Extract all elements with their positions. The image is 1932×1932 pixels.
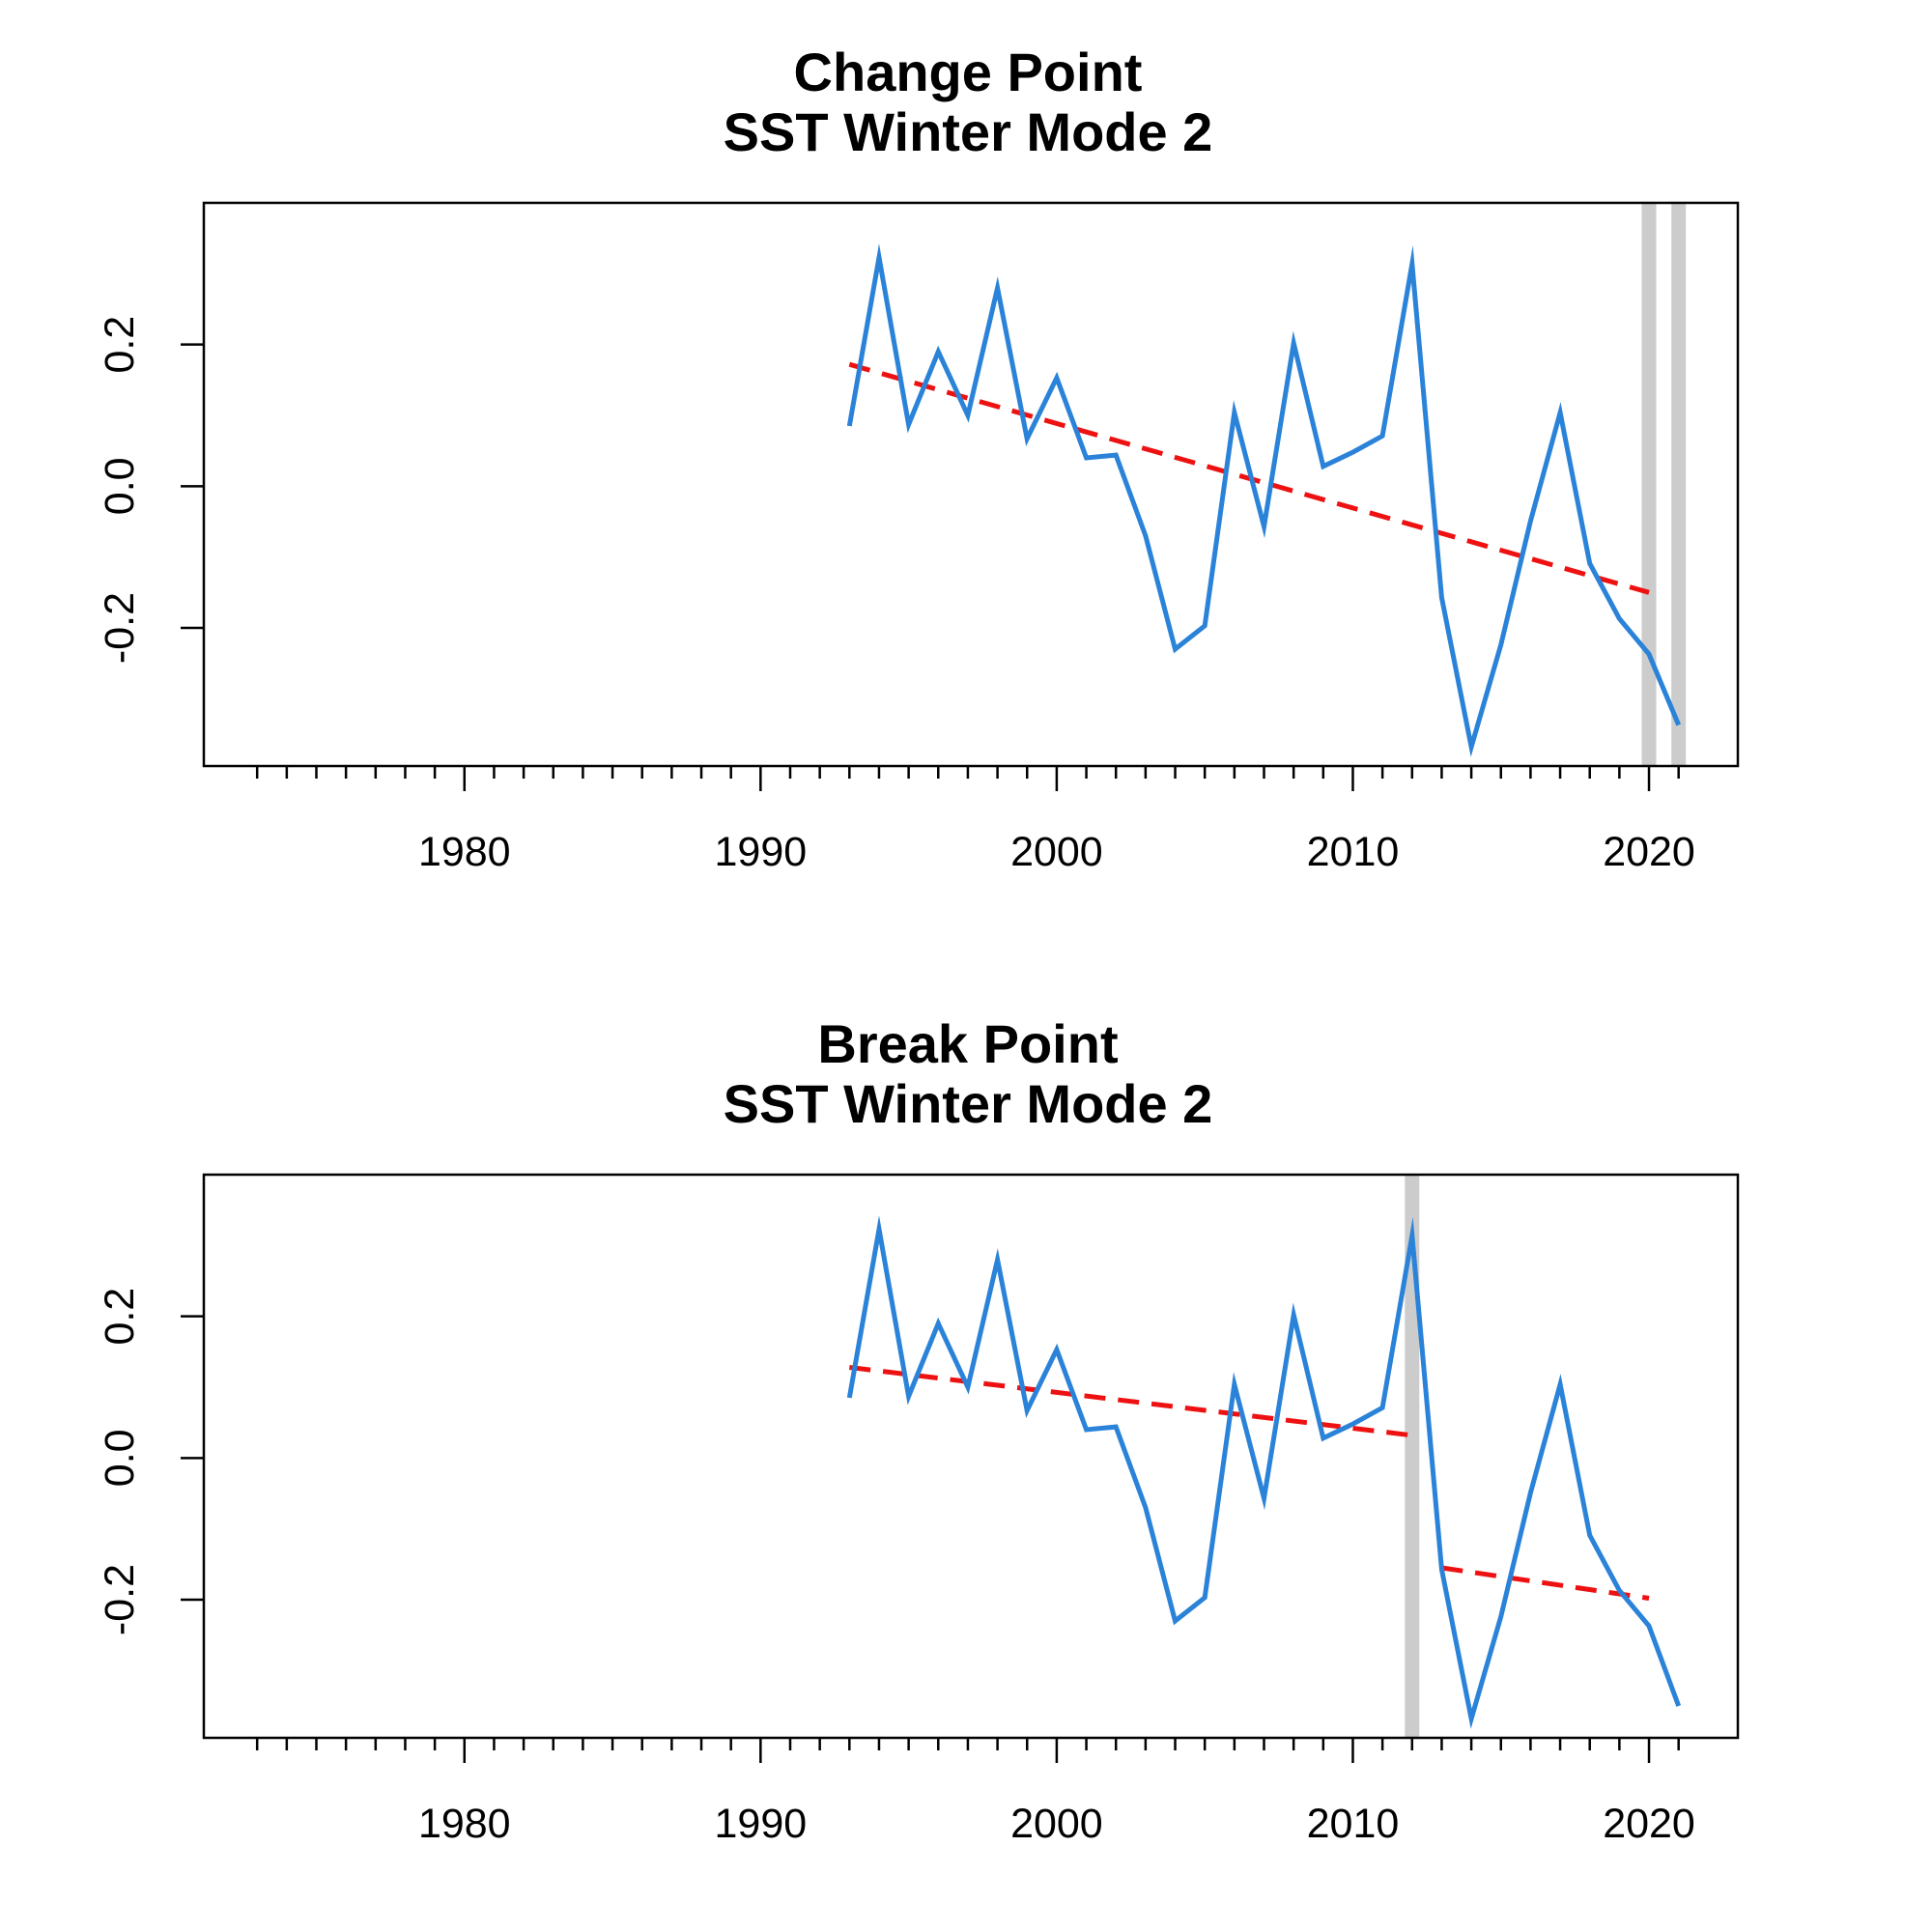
y-tick-label: 0.0 — [97, 457, 143, 515]
x-tick-label: 1990 — [715, 1801, 808, 1847]
x-tick-label: 1980 — [418, 829, 511, 875]
x-axis: 1980 1990 2000 2010 2020 — [255, 1738, 1695, 1847]
x-axis: 1980 1990 2000 2010 2020 — [255, 766, 1695, 875]
chart-title-line1: Change Point — [794, 42, 1143, 102]
y-tick-label: -0.2 — [97, 592, 143, 664]
y-tick-label: 0.2 — [97, 1288, 143, 1346]
y-axis: -0.2 0.0 0.2 — [97, 1288, 204, 1635]
series-line — [846, 1215, 1682, 1729]
x-tick-label: 2020 — [1603, 829, 1695, 875]
x-tick-label: 2020 — [1603, 1801, 1695, 1847]
chart-break-point: Break Point SST Winter Mode 2 1980 1990 20… — [97, 1013, 1740, 1847]
series-layer — [846, 243, 1682, 757]
x-tick-label: 1990 — [715, 829, 808, 875]
y-tick-label: 0.2 — [97, 316, 143, 374]
x-tick-label: 2010 — [1307, 1801, 1400, 1847]
trend-layer — [849, 1364, 1650, 1602]
trend-line-segment — [1441, 1565, 1650, 1602]
plot-frame — [202, 1173, 1740, 1740]
chart-title-line2: SST Winter Mode 2 — [724, 101, 1213, 162]
x-tick-label: 2000 — [1010, 1801, 1103, 1847]
x-tick-label: 2010 — [1307, 829, 1400, 875]
series-layer — [846, 1215, 1682, 1729]
chart-change-point: Change Point SST Winter Mode 2 1980 1990 2… — [97, 42, 1740, 875]
y-tick-label: 0.0 — [97, 1429, 143, 1487]
series-line — [846, 243, 1682, 757]
chart-title-line1: Break Point — [817, 1013, 1118, 1074]
x-tick-label: 2000 — [1010, 829, 1103, 875]
x-tick-label: 1980 — [418, 1801, 511, 1847]
plot-frame — [202, 201, 1740, 768]
y-axis: -0.2 0.0 0.2 — [97, 316, 204, 664]
y-tick-label: -0.2 — [97, 1564, 143, 1635]
chart-title-line2: SST Winter Mode 2 — [724, 1073, 1213, 1134]
markers-layer — [1641, 204, 1687, 765]
trend-line-segment — [849, 1364, 1413, 1438]
